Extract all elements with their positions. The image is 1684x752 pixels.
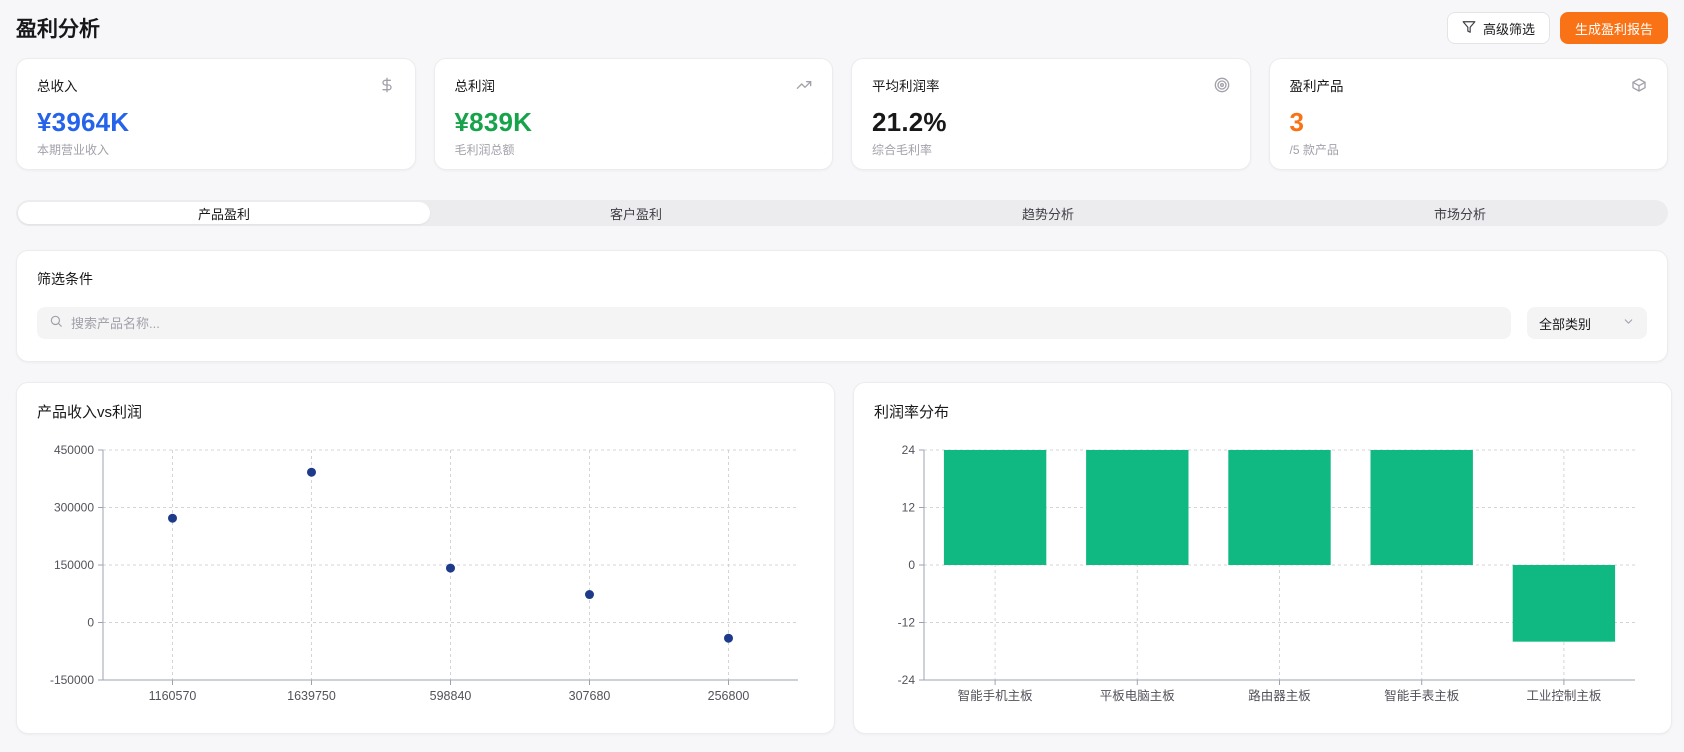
svg-text:平板电脑主板: 平板电脑主板	[1100, 689, 1176, 703]
dollar-icon	[379, 77, 395, 93]
svg-text:智能手机主板: 智能手机主板	[958, 688, 1034, 703]
kpi-subtitle: 本期营业收入	[37, 143, 110, 157]
scatter-points	[168, 467, 733, 643]
page-title: 盈利分析	[16, 18, 100, 41]
category-select-value: 全部类别	[1539, 316, 1592, 332]
kpi-card-total-revenue: 总收入 ¥3964K 本期营业收入	[16, 58, 416, 170]
bar-segment[interactable]	[943, 450, 1047, 565]
svg-text:路由器主板: 路由器主板	[1248, 688, 1311, 703]
topbar-actions: 高级筛选 生成盈利报告	[1446, 12, 1668, 44]
tab-trend-analysis[interactable]: 趋势分析	[1021, 206, 1074, 222]
kpi-card-profitable-products: 盈利产品 3 /5 款产品	[1268, 58, 1668, 170]
axes: 24 12 0 -12 -24 智能手机主板 平板电脑主板 路由器主板 智能手表主板 工业控制主板	[898, 443, 1635, 703]
filter-card: 筛选条件 全部类别	[16, 250, 1668, 362]
svg-text:0: 0	[87, 616, 94, 630]
kpi-value: ¥3964K	[37, 107, 130, 137]
kpi-card-total-profit: 总利润 ¥839K 毛利润总额	[433, 58, 833, 170]
kpi-label: 盈利产品	[1289, 79, 1344, 94]
kpi-value: 21.2%	[872, 107, 947, 137]
search-input[interactable]	[71, 315, 1499, 331]
bar-segment[interactable]	[1086, 450, 1189, 565]
tab-product-profit[interactable]: 产品盈利	[18, 202, 430, 224]
tab-bar: 产品盈利 客户盈利 趋势分析 市场分析	[16, 200, 1668, 226]
bar-segment[interactable]	[1370, 450, 1473, 565]
target-icon	[1214, 77, 1230, 93]
profit-margin-bar-chart: 24 12 0 -12 -24 智能手机主板 平板电脑主板 路由器主板 智能手表主板 工业控制主板	[898, 443, 1635, 703]
scatter-point[interactable]	[724, 633, 733, 643]
package-icon	[1631, 77, 1647, 93]
kpi-value: ¥839K	[454, 107, 533, 137]
topbar: 盈利分析 高级筛选 生成盈利报告	[16, 12, 1668, 44]
svg-text:1160570: 1160570	[149, 689, 197, 703]
svg-text:-24: -24	[898, 673, 916, 687]
kpi-subtitle: 综合毛利率	[872, 143, 933, 157]
svg-text:智能手表主板: 智能手表主板	[1384, 688, 1460, 703]
scatter-chart-card: 产品收入vs利润 450000 300000 150000 0 -150000 11605…	[16, 382, 835, 734]
kpi-label: 总收入	[37, 79, 78, 94]
kpi-card-avg-margin: 平均利润率 21.2% 综合毛利率	[851, 58, 1251, 170]
tab-market-analysis[interactable]: 市场分析	[1433, 206, 1486, 222]
svg-text:-150000: -150000	[50, 673, 94, 687]
trending-up-icon	[796, 77, 812, 93]
svg-text:256800: 256800	[708, 689, 750, 703]
axes: 450000 300000 150000 0 -150000 1160570 1639750…	[50, 443, 798, 703]
scatter-chart-title: 产品收入vs利润	[37, 404, 143, 421]
revenue-vs-profit-scatter-chart: 450000 300000 150000 0 -150000 1160570 1639750…	[50, 443, 798, 703]
kpi-subtitle: /5 款产品	[1289, 143, 1339, 157]
svg-text:598840: 598840	[430, 689, 472, 703]
bars	[943, 450, 1616, 642]
kpi-value: 3	[1289, 107, 1305, 137]
svg-text:1639750: 1639750	[287, 689, 336, 703]
generate-report-label: 生成盈利报告	[1574, 21, 1653, 37]
advanced-filter-button[interactable]: 高级筛选	[1446, 12, 1550, 44]
kpi-label: 总利润	[454, 79, 496, 94]
svg-text:12: 12	[902, 501, 916, 515]
generate-report-button[interactable]: 生成盈利报告	[1559, 12, 1668, 44]
funnel-icon	[1462, 20, 1476, 37]
chevron-down-icon	[1622, 315, 1635, 331]
filter-title: 筛选条件	[37, 271, 93, 287]
svg-text:450000: 450000	[54, 443, 94, 457]
tab-customer-profit[interactable]: 客户盈利	[609, 206, 662, 222]
kpi-label: 平均利润率	[872, 79, 940, 94]
scatter-point[interactable]	[585, 590, 594, 600]
svg-text:-12: -12	[898, 616, 916, 630]
svg-text:工业控制主板: 工业控制主板	[1526, 689, 1602, 703]
svg-text:0: 0	[908, 558, 915, 572]
kpi-subtitle: 毛利润总额	[454, 143, 515, 157]
search-box	[37, 307, 1511, 339]
kpi-row: 总收入 ¥3964K 本期营业收入 总利润 ¥839K 毛利润总额 平均利润率 …	[16, 58, 1668, 170]
category-select[interactable]: 全部类别	[1527, 307, 1647, 339]
svg-text:307680: 307680	[569, 689, 611, 703]
search-icon	[49, 314, 63, 333]
bar-segment[interactable]	[1512, 565, 1616, 642]
bar-segment[interactable]	[1228, 450, 1331, 565]
svg-text:24: 24	[902, 443, 916, 457]
svg-text:300000: 300000	[54, 501, 94, 515]
svg-text:150000: 150000	[54, 558, 94, 572]
scatter-point[interactable]	[446, 563, 455, 573]
scatter-point[interactable]	[307, 467, 316, 477]
charts-row: 产品收入vs利润 450000 300000 150000 0 -150000 11605…	[16, 382, 1672, 734]
bar-chart-card: 利润率分布 24 12 0 -12 -24 智能手机主板 平板电脑主板 路由器主板 智能手表主板…	[853, 382, 1672, 734]
bar-chart-title: 利润率分布	[874, 404, 950, 421]
advanced-filter-label: 高级筛选	[1482, 21, 1535, 37]
scatter-point[interactable]	[168, 513, 177, 523]
